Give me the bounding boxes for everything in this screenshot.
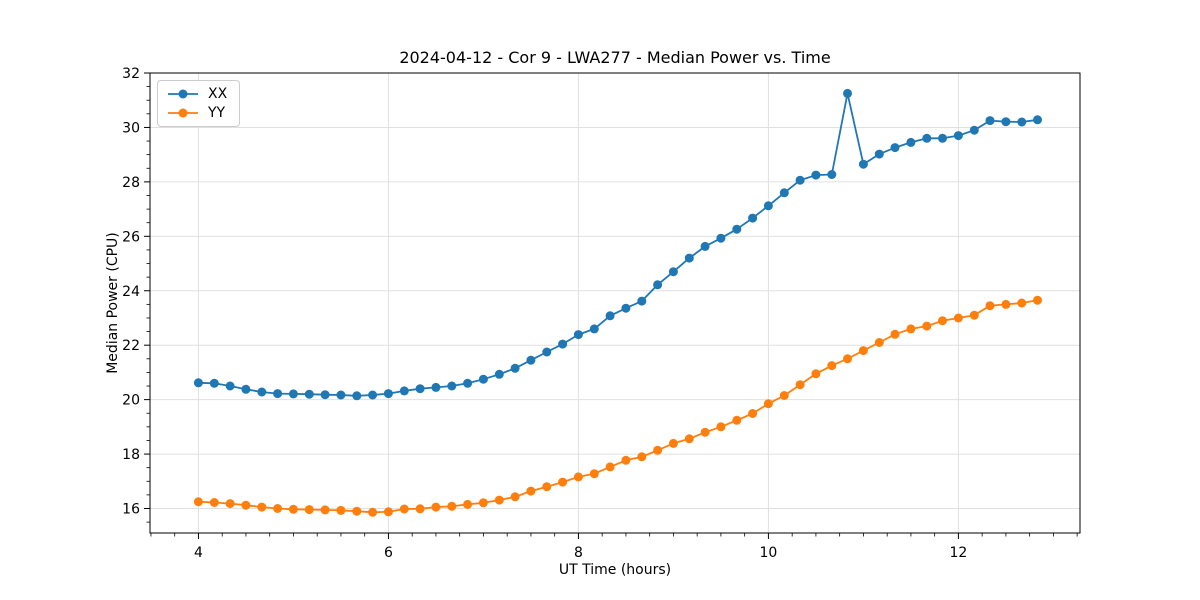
y-axis-label: Median Power (CPU)	[105, 232, 121, 374]
legend: XX YY	[157, 80, 241, 127]
svg-text:10: 10	[760, 545, 778, 561]
svg-text:6: 6	[384, 545, 393, 561]
svg-text:32: 32	[122, 66, 140, 82]
svg-text:22: 22	[122, 338, 140, 354]
svg-text:8: 8	[574, 545, 583, 561]
svg-text:20: 20	[122, 393, 140, 409]
xx-line-marker-icon	[168, 89, 198, 99]
svg-text:24: 24	[122, 284, 140, 300]
chart-title: 2024-04-12 - Cor 9 - LWA277 - Median Pow…	[399, 48, 831, 67]
yy-line-marker-icon	[168, 108, 198, 118]
legend-label-xx: XX	[208, 86, 228, 102]
svg-text:12: 12	[949, 545, 967, 561]
svg-text:28: 28	[122, 175, 140, 191]
svg-text:4: 4	[194, 545, 203, 561]
legend-item-yy: YY	[166, 105, 227, 121]
svg-text:18: 18	[122, 447, 140, 463]
svg-text:30: 30	[122, 120, 140, 136]
svg-text:16: 16	[122, 502, 140, 518]
legend-item-xx: XX	[166, 86, 227, 102]
svg-text:26: 26	[122, 229, 140, 245]
x-axis-label: UT Time (hours)	[558, 562, 672, 578]
legend-label-yy: YY	[208, 105, 226, 121]
